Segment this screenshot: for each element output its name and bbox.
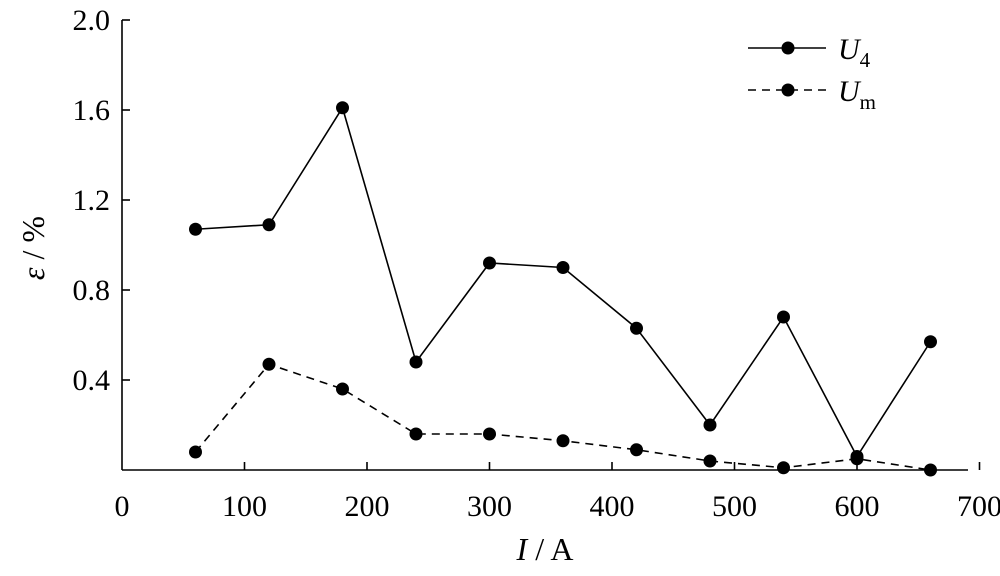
legend-item: U4 (748, 33, 871, 72)
data-point (777, 310, 790, 324)
data-point (924, 463, 937, 477)
data-point (630, 321, 643, 335)
data-point (409, 355, 423, 369)
data-point (556, 434, 570, 448)
x-tick-label: 400 (590, 490, 635, 523)
data-point (189, 222, 202, 236)
x-tick-label: 700 (957, 490, 1000, 523)
legend-label: Um (838, 75, 876, 114)
series-line (194, 363, 931, 471)
series-U-m (189, 357, 937, 477)
data-point (336, 382, 349, 396)
legend-marker (781, 83, 795, 97)
data-point (336, 101, 349, 115)
data-point (777, 461, 790, 475)
legend-marker (781, 41, 795, 55)
y-tick-label: 1.6 (73, 94, 111, 127)
data-point (189, 445, 202, 459)
data-point (924, 335, 937, 349)
legend-item: Um (748, 75, 876, 114)
x-tick-label: 500 (712, 490, 757, 523)
legend-label-main: U (838, 75, 862, 108)
series-line (195, 105, 932, 459)
series-layer (189, 101, 937, 477)
x-ticks: 0 100 200 300 400 500 600 700 (115, 462, 1000, 523)
data-point (483, 427, 496, 441)
x-tick-label: 600 (835, 490, 880, 523)
y-axis-symbol: ε (15, 267, 51, 280)
data-point (850, 452, 864, 466)
x-tick-label: 0 (115, 490, 130, 523)
y-axis-unit: / % (15, 216, 51, 268)
legend-label-main: U (838, 33, 862, 66)
legend-label-subscript: 4 (860, 48, 871, 72)
data-point (703, 418, 717, 432)
y-tick-label: 0.4 (73, 364, 111, 397)
y-axis-title: ε / % (15, 216, 51, 280)
data-point (409, 427, 423, 441)
axes (121, 20, 968, 471)
data-point (556, 261, 570, 274)
x-axis-symbol: I (516, 531, 529, 567)
y-tick-label: 1.2 (73, 184, 111, 217)
y-ticks: 0.4 0.8 1.2 1.6 2.0 (73, 4, 130, 397)
y-tick-label: 2.0 (73, 4, 111, 37)
legend-label-subscript: m (860, 90, 876, 114)
x-axis-unit: / A (527, 531, 573, 567)
y-tick-label: 0.8 (73, 274, 111, 307)
legend-label: U4 (838, 33, 871, 72)
x-tick-label: 300 (467, 490, 512, 523)
data-point (483, 256, 496, 270)
x-axis-title: I / A (516, 531, 574, 567)
data-point (630, 443, 643, 457)
data-point (262, 218, 276, 232)
series-U-4 (189, 101, 937, 463)
data-point (262, 357, 276, 371)
data-point (703, 454, 717, 468)
x-tick-label: 200 (345, 490, 390, 523)
x-tick-label: 100 (222, 490, 267, 523)
